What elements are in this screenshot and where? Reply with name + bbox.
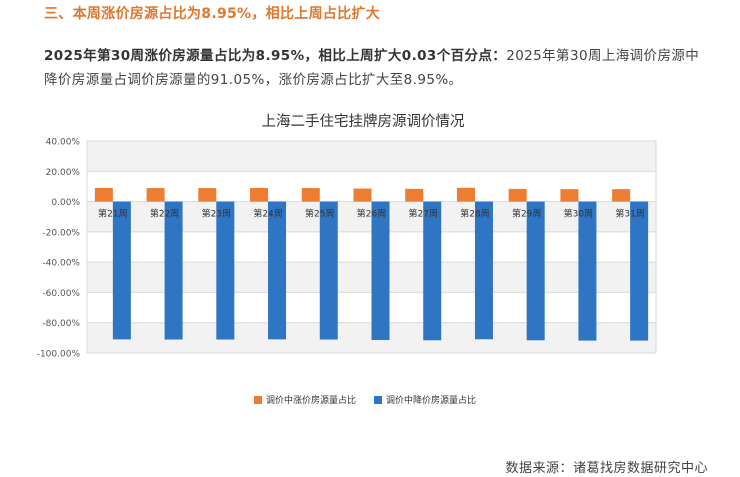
data-source: 数据来源：诸葛找房数据研究中心 — [505, 461, 708, 476]
bar-fall — [112, 201, 131, 340]
x-tick-label: 第28周 — [460, 208, 489, 220]
y-tick-label: -20.00% — [42, 228, 80, 238]
bar-rise — [250, 187, 269, 202]
bar-rise — [508, 188, 527, 202]
bar-fall — [371, 201, 390, 340]
bar-fall — [526, 201, 545, 341]
x-tick-label: 第27周 — [409, 208, 438, 220]
x-tick-label: 第30周 — [564, 208, 593, 220]
y-tick-label: 20.00% — [46, 168, 81, 178]
y-tick-label: -60.00% — [42, 289, 80, 299]
bar-rise — [198, 188, 217, 202]
y-tick-label: 40.00% — [46, 138, 81, 148]
y-tick-label: -80.00% — [42, 319, 80, 329]
bar-fall — [578, 201, 597, 341]
bar-rise — [612, 189, 631, 202]
bar-fall — [630, 201, 649, 341]
x-tick-label: 第31周 — [615, 208, 644, 220]
bar-rise — [456, 187, 475, 202]
x-tick-label: 第21周 — [98, 208, 127, 220]
section-heading: 三、本周涨价房源占比为8.95%，相比上周占比扩大 — [44, 6, 381, 22]
x-tick-label: 第26周 — [357, 208, 386, 220]
x-tick-label: 第23周 — [202, 208, 231, 220]
bar-fall — [319, 201, 338, 340]
bar-fall — [216, 201, 235, 340]
bar-rise — [146, 188, 165, 202]
bar-rise — [560, 189, 579, 202]
bar-rise — [94, 187, 113, 202]
x-tick-label: 第24周 — [253, 208, 282, 220]
price-adjustment-chart: 上海二手住宅挂牌房源调价情况 40.00% 20.00% 0.00% -20.00% -… — [37, 113, 657, 406]
bar-fall — [164, 201, 183, 340]
x-tick-label: 第22周 — [150, 208, 179, 220]
y-axis-ticks: 40.00% 20.00% 0.00% -20.00% -40.00% -60.00% -8… — [37, 138, 81, 360]
x-axis-labels: 第21周 第22周 第23周 第24周 第25周 第26周 第27周 第28周 第29周 第30周… — [98, 208, 645, 220]
bar-group — [94, 187, 649, 341]
legend-label: 调价中降价房源量占比 — [386, 394, 476, 406]
summary-body: 2025年第30周上海调价房源中降价房源量占调价房源量的91.05%，涨价房源占… — [44, 48, 700, 88]
y-tick-label: 0.00% — [51, 198, 80, 208]
chart-title: 上海二手住宅挂牌房源调价情况 — [262, 113, 465, 130]
bar-rise — [353, 188, 372, 202]
x-tick-label: 第29周 — [512, 208, 541, 220]
summary-paragraph: 2025年第30周涨价房源量占比为8.95%，相比上周扩大0.03个百分点：20… — [44, 44, 712, 92]
bar-fall — [474, 201, 493, 340]
legend-swatch — [254, 396, 262, 404]
bar-rise — [301, 188, 320, 202]
y-tick-label: -40.00% — [42, 259, 80, 269]
legend-swatch — [374, 396, 382, 404]
bar-rise — [405, 188, 424, 202]
chart-legend: 调价中涨价房源量占比 调价中降价房源量占比 — [254, 394, 476, 406]
summary-lead: 2025年第30周涨价房源量占比为8.95%，相比上周扩大0.03个百分点： — [44, 48, 507, 64]
y-tick-label: -100.00% — [37, 350, 81, 360]
bar-fall — [423, 201, 442, 341]
x-tick-label: 第25周 — [305, 208, 334, 220]
bar-fall — [268, 201, 287, 340]
plot-band — [87, 141, 656, 172]
legend-label: 调价中涨价房源量占比 — [266, 394, 356, 406]
